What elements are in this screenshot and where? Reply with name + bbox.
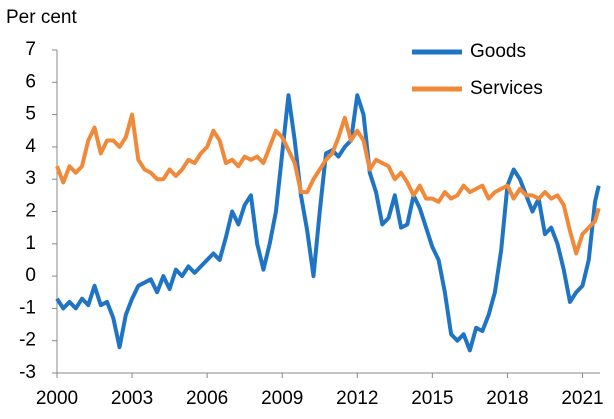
y-tick-label: -1	[19, 297, 36, 318]
y-tick-label: 4	[25, 136, 36, 157]
x-tick-label: 2021	[561, 388, 603, 409]
y-axis-label: Per cent	[6, 7, 77, 28]
x-tick-label: 2003	[111, 388, 153, 409]
x-tick-label: 2018	[486, 388, 528, 409]
legend-label: Goods	[470, 41, 526, 62]
x-tick-label: 2006	[186, 388, 228, 409]
x-tick-label: 2000	[36, 388, 78, 409]
series-line	[55, 93, 601, 353]
y-tick-label: 7	[25, 39, 36, 60]
y-tick-label: 3	[25, 168, 36, 189]
x-tick-label: 2009	[261, 388, 303, 409]
y-tick-label: 2	[25, 201, 36, 222]
y-tick-label: 6	[25, 71, 36, 92]
x-tick-label: 2015	[411, 388, 453, 409]
x-tick-label: 2012	[336, 388, 378, 409]
y-tick-label: -2	[19, 330, 36, 351]
y-tick-label: 0	[25, 265, 36, 286]
y-tick-label: -3	[19, 362, 36, 383]
series-line	[55, 112, 601, 256]
y-tick-label: 1	[25, 233, 36, 254]
y-tick-label: 5	[25, 104, 36, 125]
legend-label: Services	[470, 78, 543, 99]
